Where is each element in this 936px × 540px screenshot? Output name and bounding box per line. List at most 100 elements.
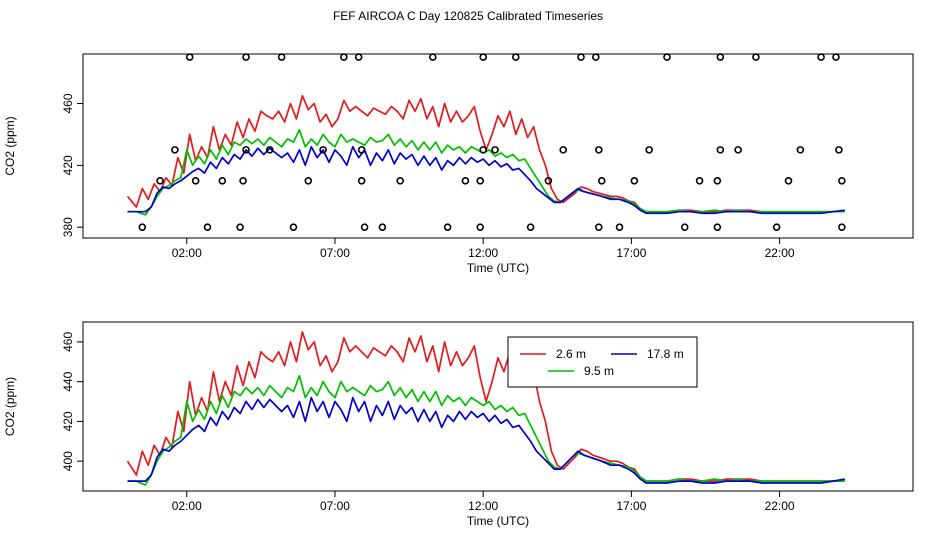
- scatter-point: [191, 176, 200, 185]
- top-x-tick-label: 17:00: [616, 246, 646, 260]
- scatter-point: [476, 176, 485, 185]
- scatter-point: [680, 223, 689, 231]
- scatter-point: [242, 146, 250, 154]
- scatter-point: [218, 176, 227, 185]
- scatter-point: [630, 176, 639, 185]
- scatter-point: [185, 53, 194, 61]
- top-panel: 02:00 07:00 12:00 17:00 22:00 380 420 460 Time…: [3, 53, 914, 275]
- scatter-point: [559, 146, 568, 154]
- scatter-point: [319, 146, 327, 154]
- legend-label-2-6m: 2.6 m: [556, 347, 586, 361]
- scatter-point: [171, 146, 179, 154]
- top-series-line-17-8-m: [127, 145, 845, 215]
- scatter-point: [716, 146, 725, 154]
- scatter-point: [396, 176, 404, 185]
- scatter-point: [615, 223, 624, 231]
- scatter-point: [511, 53, 520, 61]
- scatter-point: [239, 176, 247, 185]
- top-x-tick-label: 07:00: [320, 246, 350, 260]
- scatter-point: [594, 223, 603, 231]
- bot-x-tick-label: 12:00: [468, 499, 498, 513]
- scatter-point: [838, 176, 846, 185]
- scatter-point: [203, 223, 212, 231]
- scatter-point: [354, 53, 363, 61]
- scatter-point: [138, 223, 147, 231]
- scatter-point: [289, 223, 298, 231]
- legend-label-17-8m: 17.8 m: [647, 347, 684, 361]
- scatter-point: [734, 146, 742, 154]
- bot-y-tick-label: 440: [61, 371, 75, 391]
- scatter-point: [479, 53, 487, 61]
- scatter-point: [544, 176, 553, 185]
- bottom-x-axis: 02:00 07:00 12:00 17:00 22:00: [172, 491, 795, 513]
- top-x-axis: 02:00 07:00 12:00 17:00 22:00: [172, 238, 795, 260]
- top-y-tick-label: 460: [61, 93, 75, 113]
- top-y-axis-label: CO2 (ppm): [3, 116, 17, 175]
- scatter-point: [838, 223, 846, 231]
- scatter-point: [304, 176, 313, 185]
- top-y-tick-label: 380: [61, 217, 75, 237]
- series-line-2-6-m: [126, 331, 845, 482]
- top-series-line-2-6-m: [126, 94, 845, 213]
- top-series-line-9-5-m: [127, 128, 845, 216]
- scatter-point: [378, 223, 387, 231]
- top-y-tick-label: 420: [61, 155, 75, 175]
- bot-x-tick-label: 17:00: [616, 499, 646, 513]
- scatter-point: [796, 146, 805, 154]
- scatter-point: [476, 223, 485, 231]
- scatter-point: [594, 146, 603, 154]
- scatter-point: [832, 53, 840, 61]
- scatter-point: [277, 53, 286, 61]
- scatter-point: [357, 146, 366, 154]
- top-plot-frame: [82, 53, 914, 239]
- bot-y-tick-label: 420: [61, 411, 75, 431]
- top-x-tick-label: 22:00: [765, 246, 795, 260]
- top-y-axis: 380 420 460: [61, 93, 83, 237]
- top-scatter-marks: [126, 53, 846, 231]
- scatter-point: [817, 53, 825, 61]
- scatter-point: [592, 53, 600, 61]
- scatter-point: [752, 53, 760, 61]
- top-x-axis-label: Time (UTC): [467, 261, 529, 275]
- scatter-point: [428, 53, 437, 61]
- legend-box: [507, 336, 698, 388]
- scatter-point: [443, 223, 452, 231]
- scatter-point: [461, 176, 470, 185]
- scatter-point: [491, 146, 499, 154]
- series-line-9-5-m: [127, 374, 845, 486]
- bot-x-tick-label: 02:00: [172, 499, 202, 513]
- scatter-point: [479, 146, 487, 154]
- bottom-plot-frame: [82, 321, 914, 492]
- scatter-point: [265, 146, 274, 154]
- bottom-x-axis-label: Time (UTC): [467, 514, 529, 528]
- bottom-panel: 02:00 07:00 12:00 17:00 22:00 400 420 440 460 T…: [3, 321, 914, 528]
- bottom-y-axis-label: CO2 (ppm): [3, 377, 17, 436]
- scatter-point: [695, 176, 704, 185]
- bot-y-tick-label: 460: [61, 332, 75, 352]
- scatter-point: [577, 53, 585, 61]
- scatter-point: [597, 176, 606, 185]
- top-x-tick-label: 02:00: [172, 246, 202, 260]
- series-line-17-8-m: [127, 396, 845, 484]
- scatter-point: [835, 146, 843, 154]
- scatter-point: [236, 223, 244, 231]
- legend-label-9-5m: 9.5 m: [584, 364, 614, 378]
- bottom-y-axis: 400 420 440 460: [61, 332, 83, 471]
- scatter-point: [357, 176, 366, 185]
- bot-x-tick-label: 07:00: [320, 499, 350, 513]
- scatter-point: [772, 223, 781, 231]
- top-x-tick-label: 12:00: [468, 246, 498, 260]
- scatter-point: [663, 53, 671, 61]
- bottom-series-lines: [126, 331, 845, 486]
- scatter-point: [156, 176, 164, 185]
- scatter-point: [526, 223, 535, 231]
- scatter-point: [360, 223, 369, 231]
- scatter-point: [645, 146, 653, 154]
- scatter-point: [340, 53, 348, 61]
- scatter-point: [242, 53, 250, 61]
- scatter-point: [713, 223, 722, 231]
- bot-y-tick-label: 400: [61, 451, 75, 471]
- figure-title: FEF AIRCOA C Day 120825 Calibrated Times…: [332, 9, 604, 23]
